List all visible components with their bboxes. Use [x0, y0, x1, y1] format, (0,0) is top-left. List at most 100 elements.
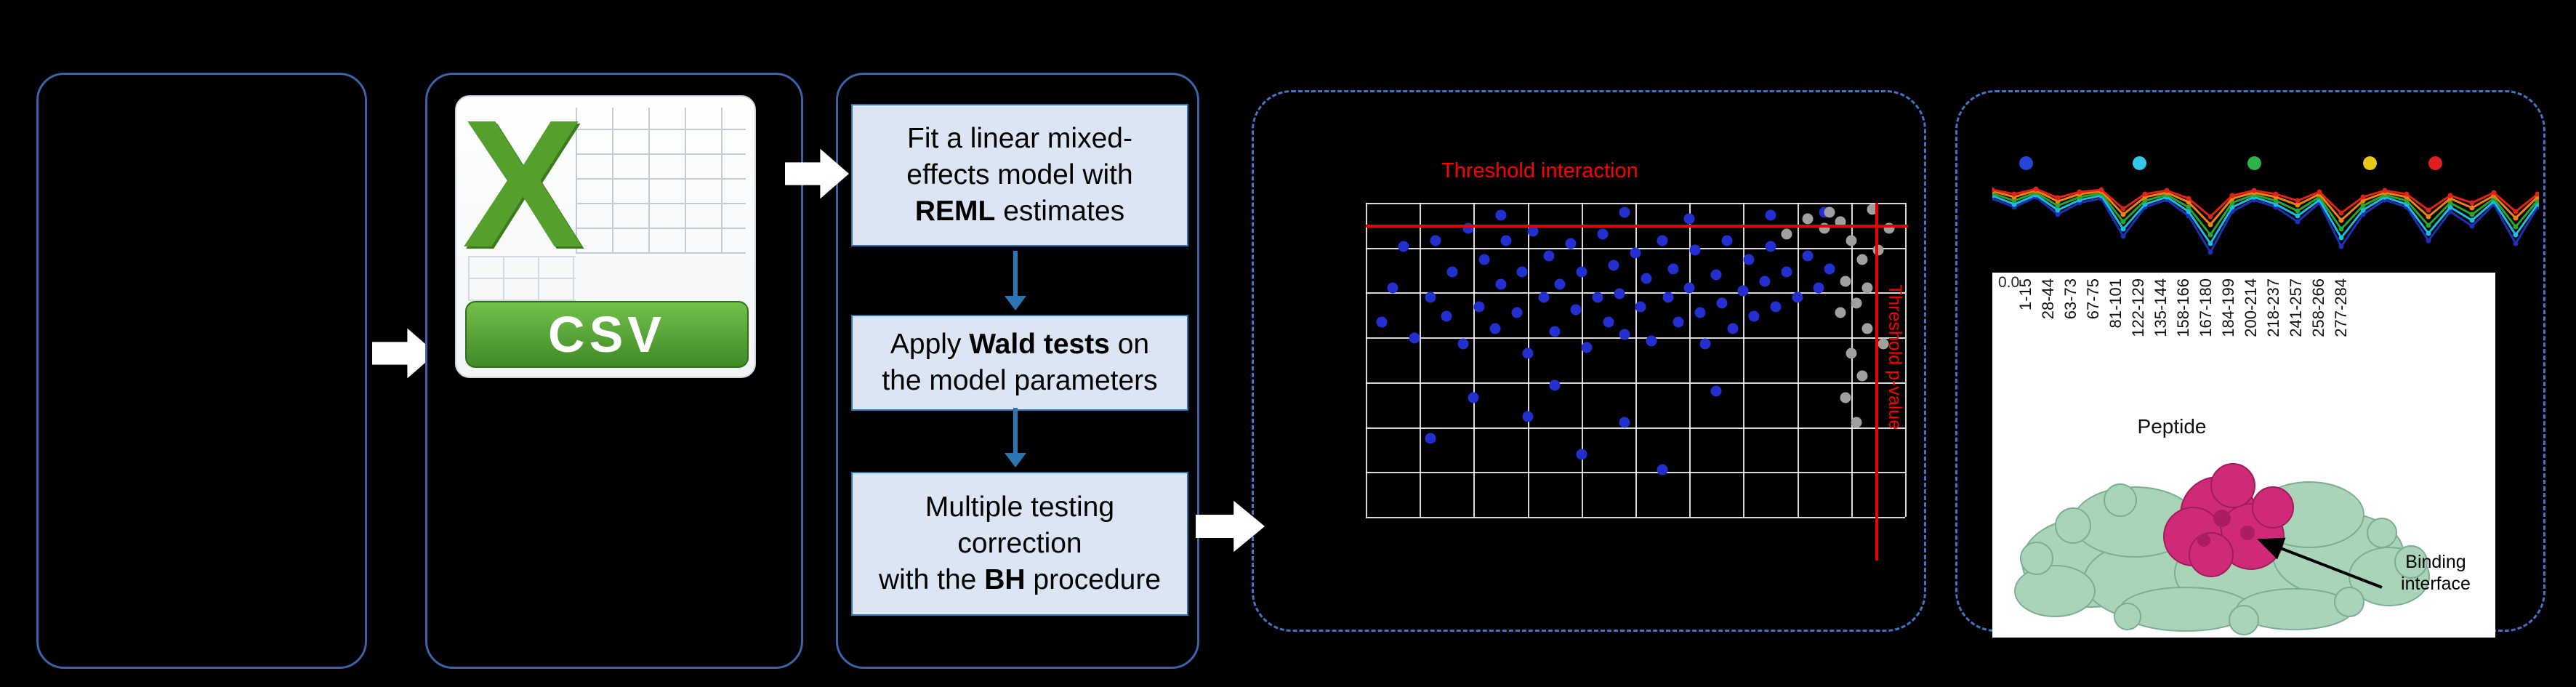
y-axis-tick: 0.0: [1998, 274, 2020, 291]
profile-marker: [2273, 201, 2279, 207]
grid-line: [1635, 203, 1637, 517]
scatter-point: [1792, 292, 1803, 303]
grid-line: [1366, 517, 1905, 518]
profile-marker: [2469, 212, 2475, 217]
scatter-point: [1619, 206, 1630, 218]
peptide-tick-label: 63-73: [2061, 278, 2080, 320]
profile-marker: [2513, 224, 2519, 230]
profile-marker: [2120, 212, 2126, 217]
scatter-plot: Threshold p-value: [1366, 203, 1908, 561]
flow-step-bh: Multiple testing correction with the BH …: [851, 472, 1188, 616]
scatter-point: [1710, 385, 1722, 397]
grid-line: [1905, 203, 1907, 517]
grid-line: [1366, 382, 1905, 384]
scatter-point: [1527, 225, 1539, 237]
profile-marker: [2273, 198, 2279, 204]
scatter-point: [1716, 297, 1728, 309]
profile-marker: [2164, 188, 2170, 193]
scatter-point: [1538, 292, 1550, 303]
binding-interface-label: Binding interface: [2401, 552, 2471, 594]
peptide-tick-label: 67-75: [2084, 278, 2102, 320]
scatter-point: [1743, 254, 1755, 265]
peptide-tick-label: 218-237: [2264, 278, 2282, 337]
profile-marker: [2186, 196, 2191, 201]
profile-marker: [2360, 203, 2366, 209]
scatter-point: [1516, 266, 1528, 278]
profile-marker: [2295, 213, 2301, 219]
profile-marker: [2295, 219, 2301, 225]
profile-marker: [2338, 244, 2344, 249]
grid-line: [1366, 203, 1905, 204]
profile-marker: [2513, 209, 2519, 214]
profile-marker: [2033, 186, 2039, 192]
profile-marker: [2077, 189, 2082, 195]
scatter-point: [1683, 213, 1695, 225]
scatter-point: [1851, 297, 1862, 309]
scatter-point: [1856, 254, 1868, 265]
binding-interface-arrow: [2257, 537, 2383, 589]
grid-line: [1581, 203, 1583, 517]
grid-line: [1366, 337, 1905, 340]
scatter-point: [1770, 301, 1782, 313]
scatter-point: [1619, 417, 1630, 428]
profile-marker: [2404, 191, 2410, 197]
scatter-point: [1759, 276, 1771, 287]
grid-line: [1366, 472, 1905, 474]
profile-marker: [2098, 187, 2104, 193]
profile-marker: [2513, 215, 2519, 221]
scatter-point: [1473, 301, 1485, 313]
peptide-tick-label: 184-199: [2219, 278, 2237, 337]
csv-banner: CSV: [465, 300, 749, 369]
scatter-point: [1500, 235, 1512, 246]
profile-marker: [2229, 193, 2235, 198]
scatter-point: [1387, 282, 1398, 294]
profile-marker: [2513, 241, 2519, 246]
profile-marker: [2491, 190, 2497, 196]
profile-marker: [2382, 188, 2388, 193]
legend-dot: [2363, 156, 2377, 170]
profile-marker: [2338, 210, 2344, 216]
scatter-point: [1430, 235, 1441, 246]
profile-marker: [2338, 226, 2344, 232]
threshold-line-vertical: [1875, 203, 1879, 561]
legend-dot: [2019, 156, 2033, 170]
scatter-point: [1468, 392, 1479, 403]
profile-marker: [2207, 241, 2213, 246]
profile-marker: [2295, 198, 2301, 204]
binding-interface-texture: [2197, 510, 2255, 547]
scatter-point: [1554, 278, 1566, 290]
profile-marker: [2120, 226, 2126, 232]
scatter-point: [1667, 263, 1679, 275]
scatter-point: [1565, 238, 1577, 249]
profile-marker: [2011, 201, 2017, 207]
scatter-point: [1597, 228, 1609, 240]
scatter-point: [1522, 411, 1534, 422]
scatter-point: [1694, 307, 1706, 318]
profile-marker: [2055, 207, 2061, 213]
profile-marker: [2360, 198, 2366, 204]
scatter-point: [1856, 370, 1868, 382]
scatter-point: [1376, 316, 1388, 328]
peptide-axis-label: Peptide: [2137, 415, 2207, 438]
scatter-point: [1802, 213, 1814, 225]
scatter-point: [1641, 273, 1652, 284]
legend-dot: [2247, 156, 2261, 170]
peptide-tick-label: 28-44: [2039, 278, 2057, 320]
threshold-line-horizontal: [1366, 225, 1908, 228]
scatter-point: [1657, 235, 1668, 246]
scatter-point: [1662, 292, 1674, 303]
grid-line: [1851, 203, 1853, 517]
profile-marker: [2207, 249, 2213, 255]
legend-dot: [2133, 156, 2146, 170]
scatter-point: [1614, 288, 1625, 300]
volcano-panel: Threshold interaction Threshold p-value: [1252, 90, 1926, 632]
scatter-point: [1635, 301, 1646, 313]
profile-marker: [2447, 204, 2453, 210]
profile-marker: [2055, 198, 2061, 204]
scatter-point: [1425, 292, 1436, 303]
excel-x-logo: X: [462, 95, 584, 285]
scatter-point: [1710, 269, 1722, 281]
profile-marker: [2251, 188, 2257, 193]
peptide-axis-panel: 0.0 1-15 28-44 63-73 67-75 81-101 122-129 135-…: [1992, 273, 2495, 638]
